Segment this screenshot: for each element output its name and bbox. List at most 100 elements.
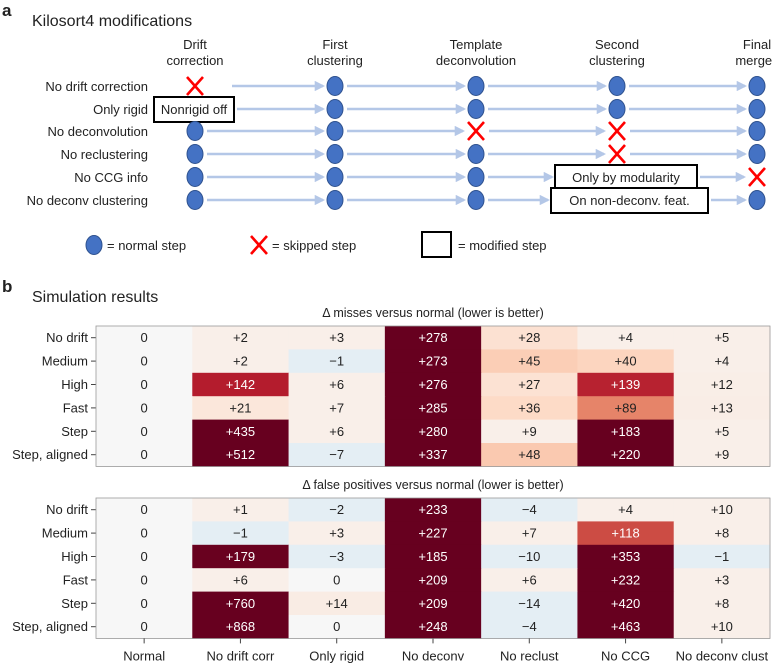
cell-value: +463 <box>611 619 640 634</box>
heatmap-cell <box>384 544 482 569</box>
modified-step-label: On non-deconv. feat. <box>569 193 689 208</box>
cell-value: +233 <box>418 502 447 517</box>
heatmap-cell <box>481 326 578 350</box>
heatmap-cell <box>384 443 482 467</box>
column-header: Final <box>743 37 771 52</box>
cell-value: +868 <box>226 619 255 634</box>
row-label: No reclustering <box>61 147 148 162</box>
y-tick-label: High <box>61 377 88 392</box>
cell-value: +5 <box>714 330 729 345</box>
pipeline-row: No CCG info Only by modularity <box>74 164 766 191</box>
cell-value: 0 <box>141 377 148 392</box>
y-tick-label: No drift <box>46 330 88 345</box>
normal-step-icon <box>748 99 766 119</box>
cell-value: +6 <box>233 572 248 587</box>
cell-value: +185 <box>418 549 447 564</box>
normal-step-icon <box>467 144 485 164</box>
heatmap-cell <box>481 591 578 616</box>
x-tick-label: No drift corr <box>206 648 275 663</box>
heatmap-cell <box>96 544 193 569</box>
cell-value: +7 <box>522 526 537 541</box>
cell-value: +278 <box>418 330 447 345</box>
cell-value: +337 <box>418 447 447 462</box>
normal-step-icon <box>85 235 103 255</box>
heatmap-cell <box>673 443 771 467</box>
modified-step-box: Only by modularity <box>554 164 698 191</box>
heatmap-cell <box>673 419 771 444</box>
cell-value: +139 <box>611 377 640 392</box>
normal-step-icon <box>186 167 204 187</box>
pipeline-row: No reclustering <box>61 144 766 164</box>
cell-value: +6 <box>522 572 537 587</box>
cell-value: +9 <box>522 424 537 439</box>
y-tick-label: Fast <box>63 400 89 415</box>
heatmap-cell <box>96 615 193 639</box>
cell-value: +8 <box>714 596 729 611</box>
heatmap-cell <box>288 591 386 616</box>
heatmap-cell <box>577 568 675 593</box>
x-tick-label: No deconv clust <box>676 648 769 663</box>
heatmap-cell <box>481 349 578 374</box>
heatmap-cell <box>673 349 771 374</box>
heatmap-cell <box>481 615 578 639</box>
heatmap-cell <box>673 591 771 616</box>
cell-value: +227 <box>418 526 447 541</box>
cell-value: +3 <box>329 526 344 541</box>
skipped-step-icon <box>608 121 626 141</box>
cell-value: −3 <box>329 549 344 564</box>
cell-value: +6 <box>329 424 344 439</box>
heatmap-cell <box>192 498 290 522</box>
normal-step-icon <box>326 121 344 141</box>
cell-value: 0 <box>141 502 148 517</box>
heatmap-cell <box>577 498 675 522</box>
cell-value: +248 <box>418 619 447 634</box>
heatmap-cell <box>288 568 386 593</box>
cell-value: +285 <box>418 400 447 415</box>
cell-value: +1 <box>233 502 248 517</box>
heatmap-cell <box>288 521 386 546</box>
heatmap-cell <box>481 568 578 593</box>
cell-value: +6 <box>329 377 344 392</box>
cell-value: +4 <box>714 354 729 369</box>
x-tick-label: No reclust <box>500 648 559 663</box>
pipeline-row: No drift correction <box>45 76 766 96</box>
heatmap-cell <box>384 326 482 350</box>
heatmap-cell <box>384 591 482 616</box>
column-header: correction <box>166 53 223 68</box>
heatmap-cell <box>288 326 386 350</box>
heatmap-cell <box>673 568 771 593</box>
normal-step-icon <box>326 167 344 187</box>
y-tick-label: Medium <box>42 354 88 369</box>
cell-value: −1 <box>329 354 344 369</box>
heatmap-cell <box>384 419 482 444</box>
cell-value: +183 <box>611 424 640 439</box>
cell-value: +89 <box>615 400 637 415</box>
modified-step-label: Nonrigid off <box>161 102 228 117</box>
normal-step-icon <box>186 144 204 164</box>
cell-value: 0 <box>141 354 148 369</box>
normal-step-icon <box>186 190 204 210</box>
heatmap-frame <box>95 325 771 467</box>
heatmap-cell <box>577 349 675 374</box>
cell-value: +21 <box>229 400 251 415</box>
modified-step-box: Nonrigid off <box>153 96 235 123</box>
cell-value: +118 <box>611 526 639 541</box>
x-tick-label: Normal <box>123 648 165 663</box>
skipped-step-icon <box>467 121 485 141</box>
cell-value: +276 <box>418 377 447 392</box>
modified-step-box: On non-deconv. feat. <box>550 187 709 214</box>
heatmap-title: Δ misses versus normal (lower is better) <box>322 306 544 320</box>
heatmap-cell <box>96 443 193 467</box>
cell-value: 0 <box>141 572 148 587</box>
cell-value: +3 <box>714 572 729 587</box>
cell-value: 0 <box>141 424 148 439</box>
cell-value: +40 <box>615 354 637 369</box>
column-header: merges <box>735 53 772 68</box>
modified-step-frame <box>421 231 452 258</box>
cell-value: +48 <box>518 447 540 462</box>
cell-value: 0 <box>141 619 148 634</box>
modified-step-label: Only by modularity <box>572 170 680 185</box>
cell-value: +273 <box>418 354 447 369</box>
modified-step-frame <box>554 164 698 191</box>
cell-value: +12 <box>711 377 733 392</box>
